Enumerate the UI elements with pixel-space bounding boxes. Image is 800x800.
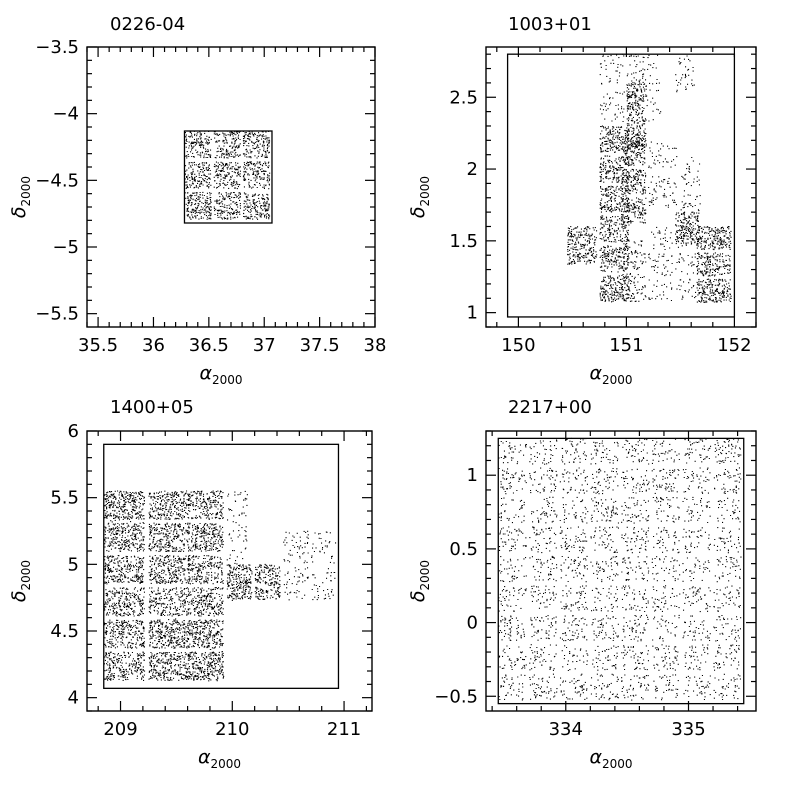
panel-title: 2217+00 <box>508 397 592 418</box>
axes-frame <box>86 46 376 328</box>
panel-1: 0226-04 35.5 36 36.5 37 37.5 38 −5.5 −5 −4.5 −4 −3.… <box>8 14 386 387</box>
field-11 <box>680 156 701 223</box>
field-9 <box>648 141 678 208</box>
x-axis-label: α2000 <box>589 746 632 771</box>
x-axis-label: α2000 <box>199 362 242 387</box>
x-tick-label: 36.5 <box>189 335 229 356</box>
x-tick-label: 37 <box>253 335 276 356</box>
field-points <box>103 490 337 682</box>
field-6 <box>193 630 225 682</box>
field-5 <box>187 490 224 681</box>
y-tick-label: −5 <box>52 237 79 258</box>
panel-title: 1400+05 <box>110 397 194 418</box>
y-tick-label: 1 <box>467 303 478 324</box>
field-1 <box>567 225 598 265</box>
axes-frame <box>485 430 757 712</box>
y-tick-label: −0.5 <box>434 686 478 707</box>
field-1 <box>498 437 742 701</box>
survey-boundary <box>183 130 273 224</box>
field-4 <box>157 618 185 641</box>
y-tick-label: 0.5 <box>449 539 478 560</box>
x-tick-label: 210 <box>215 719 249 740</box>
panel-4: 2217+00 334 335 −0.5 0 0.5 1 α2000 δ2000 <box>407 397 757 771</box>
field-2 <box>599 125 630 303</box>
y-tick-label: 1.5 <box>449 231 478 252</box>
y-tick-label: 2 <box>467 159 478 180</box>
field-7 <box>226 490 248 601</box>
field-6 <box>626 54 662 122</box>
field-7 <box>626 82 647 151</box>
y-tick-label: −3.5 <box>35 37 79 58</box>
x-tick-label: 35.5 <box>78 335 118 356</box>
field-9 <box>254 563 281 601</box>
field-points <box>184 130 271 220</box>
x-tick-label: 211 <box>327 719 361 740</box>
panel-title: 0226-04 <box>110 14 185 35</box>
field-10 <box>283 530 337 601</box>
field-8 <box>648 226 673 302</box>
x-tick-label: 36 <box>142 335 165 356</box>
y-axis-label: δ2000 <box>8 560 33 602</box>
y-axis-label: δ2000 <box>407 560 432 602</box>
field-3 <box>621 140 647 224</box>
x-tick-label: 334 <box>549 719 583 740</box>
panel-title: 1003+01 <box>508 14 592 35</box>
x-tick-label: 151 <box>609 335 643 356</box>
y-tick-label: 6 <box>68 421 79 442</box>
field-10 <box>675 55 695 93</box>
y-axis-label: δ2000 <box>407 176 432 218</box>
x-tick-label: 209 <box>103 719 137 740</box>
x-tick-label: 335 <box>671 719 705 740</box>
y-tick-label: 4.5 <box>50 621 79 642</box>
field-8 <box>226 564 253 600</box>
field-5 <box>599 53 625 123</box>
survey-boundary <box>497 437 745 705</box>
axes-frame <box>86 430 373 712</box>
field-points <box>498 437 742 701</box>
x-tick-label: 37.5 <box>300 335 340 356</box>
y-tick-label: 0 <box>467 613 478 634</box>
x-axis-label: α2000 <box>589 362 632 387</box>
field-3 <box>148 490 190 681</box>
y-tick-label: 4 <box>68 688 79 709</box>
field-1 <box>184 130 271 220</box>
x-tick-label: 150 <box>501 335 535 356</box>
field-4 <box>621 240 647 302</box>
survey-boundary <box>506 53 736 318</box>
field-12 <box>675 225 706 303</box>
field-1 <box>103 490 146 681</box>
x-tick-label: 152 <box>717 335 751 356</box>
x-axis-label: α2000 <box>198 746 241 771</box>
y-tick-label: 2.5 <box>449 87 478 108</box>
y-tick-label: −5.5 <box>35 304 79 325</box>
y-tick-label: 5.5 <box>50 488 79 509</box>
panel-3: 1400+05 209 210 211 4 4.5 5 5.5 6 α2000 δ2000 <box>8 397 373 771</box>
survey-boundary <box>103 443 340 689</box>
y-tick-label: −4 <box>52 104 79 125</box>
field-14 <box>696 225 732 303</box>
y-tick-label: −4.5 <box>35 170 79 191</box>
y-axis-label: δ2000 <box>8 176 33 218</box>
y-tick-label: 5 <box>68 554 79 575</box>
field-2 <box>104 491 145 527</box>
field-points <box>567 53 732 303</box>
panel-2: 1003+01 150 151 152 1 1.5 2 2.5 α2000 δ2000 <box>407 14 757 387</box>
axes-frame <box>485 46 757 328</box>
field-13 <box>675 211 701 244</box>
x-tick-label: 38 <box>364 335 387 356</box>
y-tick-label: 1 <box>467 465 478 486</box>
